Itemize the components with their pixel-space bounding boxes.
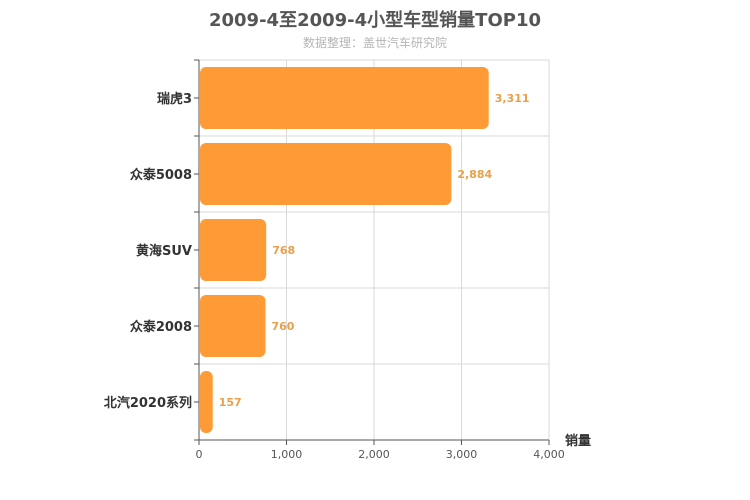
x-tick-label: 0 bbox=[196, 448, 203, 461]
chart-subtitle: 数据整理：盖世汽车研究院 bbox=[302, 36, 447, 50]
bar bbox=[200, 295, 266, 357]
data-label: 768 bbox=[272, 244, 295, 257]
data-label: 2,884 bbox=[457, 168, 492, 181]
x-tick-label: 2,000 bbox=[358, 448, 390, 461]
x-tick-label: 4,000 bbox=[533, 448, 565, 461]
data-label: 3,311 bbox=[495, 92, 530, 105]
x-tick-label: 3,000 bbox=[446, 448, 478, 461]
x-tick-label: 1,000 bbox=[271, 448, 303, 461]
category-label: 众泰5008 bbox=[130, 167, 192, 183]
bar bbox=[200, 371, 213, 433]
category-label: 北汽2020系列 bbox=[104, 395, 192, 411]
category-label: 众泰2008 bbox=[130, 319, 192, 335]
category-label: 黄海SUV bbox=[136, 243, 192, 259]
data-label: 157 bbox=[219, 396, 242, 409]
bar bbox=[200, 143, 452, 205]
category-label: 瑞虎3 bbox=[157, 91, 192, 107]
data-label: 760 bbox=[272, 320, 295, 333]
x-axis-title: 销量 bbox=[565, 433, 591, 449]
bar bbox=[200, 67, 489, 129]
chart-title: 2009-4至2009-4小型车型销量TOP10 bbox=[208, 10, 541, 31]
bar bbox=[200, 219, 267, 281]
